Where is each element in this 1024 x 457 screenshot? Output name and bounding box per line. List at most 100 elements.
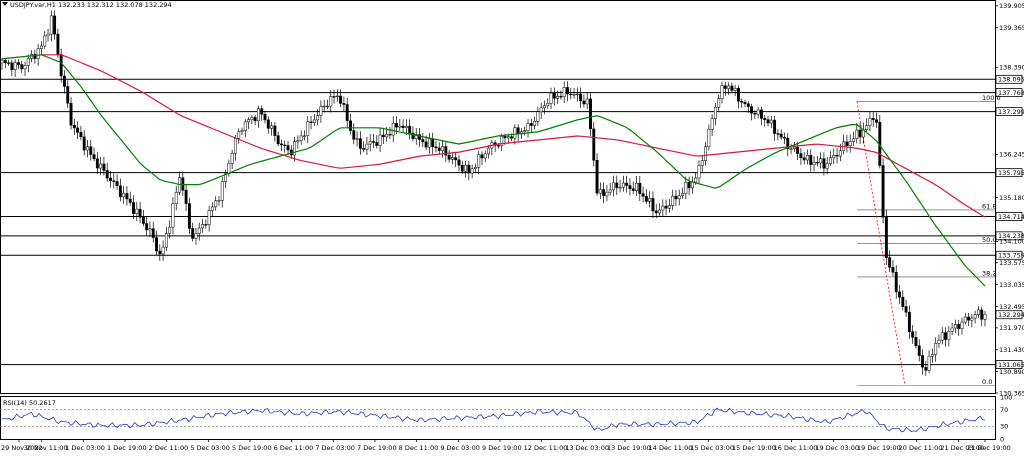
time-tick-label-20: 19 Dec 03:00 <box>815 444 859 452</box>
candle-body <box>59 54 63 77</box>
candle-body <box>917 345 921 356</box>
candle-body <box>197 227 201 234</box>
candle-body <box>957 324 961 329</box>
candle-body <box>368 141 372 145</box>
candle-body <box>16 62 20 65</box>
candle-body <box>713 107 717 119</box>
candle-body <box>260 108 264 115</box>
level-price-box-4 <box>995 212 1023 221</box>
candle-body <box>46 33 50 37</box>
candle-body <box>171 203 175 228</box>
symbol-dropdown-icon[interactable] <box>2 2 8 6</box>
level-price-label-4: 134.714 <box>998 213 1024 221</box>
time-tick-label-0: 29 Nov 2022 <box>1 444 43 452</box>
candle-body <box>681 193 684 197</box>
candle-body <box>743 102 747 104</box>
candle-body <box>848 141 852 147</box>
candle-body <box>496 145 500 147</box>
candle-body <box>240 130 244 132</box>
candle-body <box>464 164 468 172</box>
candle-body <box>441 146 444 151</box>
fibonacci-retracement[interactable]: 100.0 61.8 50.0 38.2 0.0 <box>856 94 1001 386</box>
price-tick-label-5: 134.100 <box>999 238 1024 246</box>
candle-body <box>460 164 464 172</box>
level-price-label-6: 133.759 <box>998 252 1024 260</box>
candle-body <box>855 129 859 140</box>
price-tick-label-1: 139.365 <box>999 24 1024 32</box>
candle-body <box>644 196 648 202</box>
candle-body <box>513 127 517 139</box>
candle-body <box>286 145 290 151</box>
level-price-label-0: 138.095 <box>998 76 1024 84</box>
candle-body <box>786 137 790 150</box>
price-tick-label-4: 135.180 <box>999 194 1024 202</box>
candle-body <box>227 163 231 175</box>
level-price-label-7: 132.294 <box>998 311 1024 319</box>
candle-body <box>457 159 461 166</box>
moving-averages <box>1 54 986 287</box>
candle-body <box>372 141 375 143</box>
level-price-box-6 <box>995 250 1023 260</box>
rsi-axis-label-0: 100 <box>1000 393 1012 401</box>
candle-body <box>516 127 520 135</box>
candle-body <box>326 105 329 108</box>
time-tick-label-17: 15 Dec 03:00 <box>690 444 734 452</box>
price-tick-label-11: 130.890 <box>999 368 1024 376</box>
candle-body <box>437 147 441 151</box>
candle-body <box>128 198 132 203</box>
level-price-box-5 <box>995 231 1023 241</box>
candle-body <box>33 54 37 59</box>
ma-slow-line <box>1 54 986 218</box>
time-tick-label-5: 5 Dec 03:00 <box>190 444 230 452</box>
candle-body <box>404 125 408 128</box>
candle-body <box>740 100 744 103</box>
candle-body <box>191 228 195 239</box>
candle-body <box>806 154 809 161</box>
candle-body <box>483 153 487 159</box>
candle-body <box>582 100 586 105</box>
candle-body <box>26 58 30 66</box>
candle-body <box>924 366 928 371</box>
candle-body <box>552 92 556 99</box>
candle-body <box>398 125 402 128</box>
candle-body <box>927 356 931 371</box>
price-tick-label-8: 132.495 <box>999 303 1024 311</box>
candle-body <box>608 189 612 193</box>
candle-body <box>592 128 596 161</box>
candle-body <box>792 146 796 150</box>
candle-body <box>638 182 642 194</box>
candle-body <box>556 96 560 99</box>
candle-body <box>319 106 323 116</box>
candle-body <box>736 88 740 102</box>
time-tick-label-15: 13 Dec 19:00 <box>607 444 651 452</box>
fib-level-label-3: 38.2 <box>982 269 996 277</box>
candle-body <box>164 233 168 248</box>
candle-body <box>210 206 214 211</box>
candle-body <box>109 177 112 182</box>
candle-body <box>829 157 832 164</box>
candle-body <box>411 132 415 140</box>
candle-body <box>559 96 563 98</box>
candle-body <box>539 107 543 113</box>
candle-body <box>661 205 665 211</box>
fib-level-label-4: 0.0 <box>982 378 992 386</box>
candle-body <box>707 129 711 148</box>
candle-body <box>602 189 606 197</box>
candle-body <box>230 153 234 164</box>
candle-body <box>69 103 73 126</box>
candle-body <box>158 250 162 255</box>
candle-body <box>852 138 855 142</box>
candle-body <box>733 88 737 91</box>
candle-body <box>973 314 977 319</box>
rsi-line <box>1 407 986 433</box>
candle-body <box>122 193 126 198</box>
candle-body <box>161 246 165 255</box>
candle-body <box>148 228 152 231</box>
time-tick-label-24: 21 Dec 19:00 <box>967 444 1011 452</box>
candle-body <box>385 133 389 138</box>
candle-body <box>36 48 40 59</box>
rsi-axis-label-2: 30 <box>1000 423 1008 431</box>
candle-body <box>243 121 247 131</box>
